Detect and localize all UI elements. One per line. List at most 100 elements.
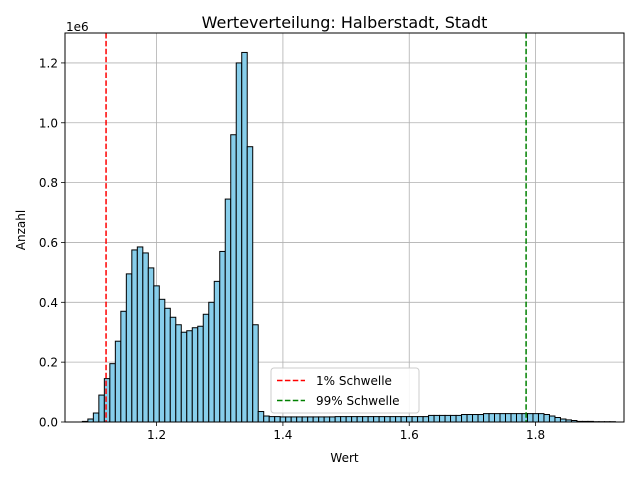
histogram-bar: [422, 416, 430, 423]
histogram-bar: [439, 414, 446, 423]
histogram-bar: [483, 413, 490, 423]
histogram-bar: [246, 146, 254, 423]
histogram-bar: [279, 416, 287, 423]
histogram-bar: [158, 298, 166, 423]
histogram-bar: [202, 313, 210, 423]
y-tick-label: 0.4: [39, 296, 58, 310]
histogram-bar: [186, 330, 193, 423]
y-tick-label: 1.2: [39, 56, 58, 70]
histogram-bar: [92, 412, 100, 423]
histogram-bar: [351, 416, 358, 423]
histogram-bar: [285, 416, 292, 423]
histogram-bar: [219, 250, 226, 423]
histogram-bar: [290, 416, 298, 423]
histogram-bar: [197, 325, 204, 423]
x-tick-label: 1.8: [526, 428, 545, 442]
histogram-bar: [274, 416, 281, 423]
histogram-bar: [384, 416, 391, 423]
histogram-bar: [224, 198, 232, 423]
histogram-bar: [395, 416, 402, 423]
histogram-bar: [125, 273, 133, 423]
histogram-bar: [340, 416, 347, 423]
histogram-bar: [554, 417, 561, 423]
y-axis-offset-label: 1e6: [66, 20, 89, 34]
histogram-bar: [499, 413, 507, 423]
histogram-bar: [428, 414, 435, 423]
x-axis-ticks: 1.2 1.4 1.6 1.8: [147, 422, 545, 442]
histogram-bar: [367, 416, 375, 423]
legend-label-99pct: 99% Schwelle: [316, 394, 400, 408]
histogram-bar: [345, 416, 353, 423]
y-tick-label: 0.8: [39, 176, 58, 190]
histogram-bar: [417, 416, 424, 423]
y-tick-label: 1.0: [39, 116, 58, 130]
histogram-bar: [208, 301, 215, 423]
histogram-bar: [241, 51, 248, 423]
histogram-bar: [307, 416, 314, 423]
chart-title: Werteverteilung: Halberstadt, Stadt: [202, 13, 488, 32]
histogram-bar: [461, 414, 468, 423]
histogram-bar: [373, 416, 380, 423]
histogram-bar: [378, 416, 386, 423]
histogram-bar: [98, 394, 105, 423]
histogram-bar: [230, 134, 237, 423]
threshold-lines: [105, 33, 527, 422]
x-axis-label: Wert: [330, 451, 358, 465]
histogram-bar: [356, 416, 364, 423]
histogram-bar: [515, 413, 523, 423]
histogram-bar: [472, 414, 479, 423]
histogram-bar: [296, 416, 303, 423]
histogram-bar: [191, 327, 199, 423]
histogram-bar: [312, 416, 320, 423]
histogram-bar: [494, 413, 501, 423]
plot-frame: [64, 32, 625, 423]
x-tick-label: 1.4: [273, 428, 292, 442]
histogram-bar: [263, 415, 270, 423]
legend: 1% Schwelle 99% Schwelle: [270, 367, 420, 414]
histogram-bar: [120, 310, 127, 423]
histogram-bar: [329, 416, 336, 423]
histogram-bar: [411, 416, 419, 423]
histogram-bar: [400, 416, 408, 423]
histogram-bar: [136, 246, 144, 423]
histogram-bar: [131, 249, 138, 423]
histogram-bar: [103, 378, 111, 423]
histogram-bar: [505, 413, 512, 423]
histogram-bars: [81, 51, 616, 423]
histogram-bar: [142, 252, 149, 423]
legend-box: [270, 367, 420, 414]
histogram-bar: [318, 416, 325, 423]
x-tick-label: 1.2: [147, 428, 166, 442]
histogram-bar: [406, 416, 413, 423]
histogram-bar: [169, 316, 177, 423]
histogram-bar: [444, 414, 452, 423]
histogram-bar: [235, 62, 243, 423]
histogram-bar: [543, 414, 550, 423]
histogram-bar: [548, 415, 556, 423]
histogram-bar: [477, 414, 485, 423]
histogram-bar: [114, 340, 122, 423]
histogram-bar: [153, 285, 160, 423]
histogram-bar: [450, 414, 457, 423]
histogram-bar: [433, 414, 441, 423]
y-tick-label: 0.2: [39, 356, 58, 370]
y-tick-label: 0.6: [39, 236, 58, 250]
histogram-bar: [488, 413, 496, 423]
x-tick-label: 1.6: [400, 428, 419, 442]
histogram-bar: [268, 416, 276, 423]
histogram-bar: [257, 411, 265, 423]
histogram-bar: [537, 413, 545, 423]
histogram-bar: [466, 414, 474, 423]
histogram-bar: [180, 331, 188, 423]
histogram-bar: [164, 307, 171, 423]
histogram-bar: [389, 416, 397, 423]
histogram-bar: [532, 413, 539, 423]
histogram-bar: [526, 413, 534, 423]
histogram-bar: [362, 416, 369, 423]
y-tick-label: 0.0: [39, 416, 58, 430]
histogram-bar: [147, 267, 155, 423]
histogram-bar: [213, 280, 221, 423]
y-axis-ticks: 0.0 0.2 0.4 0.6 0.8 1.0 1.2: [39, 56, 65, 430]
histogram-bar: [301, 416, 309, 423]
histogram-bar: [175, 324, 182, 423]
